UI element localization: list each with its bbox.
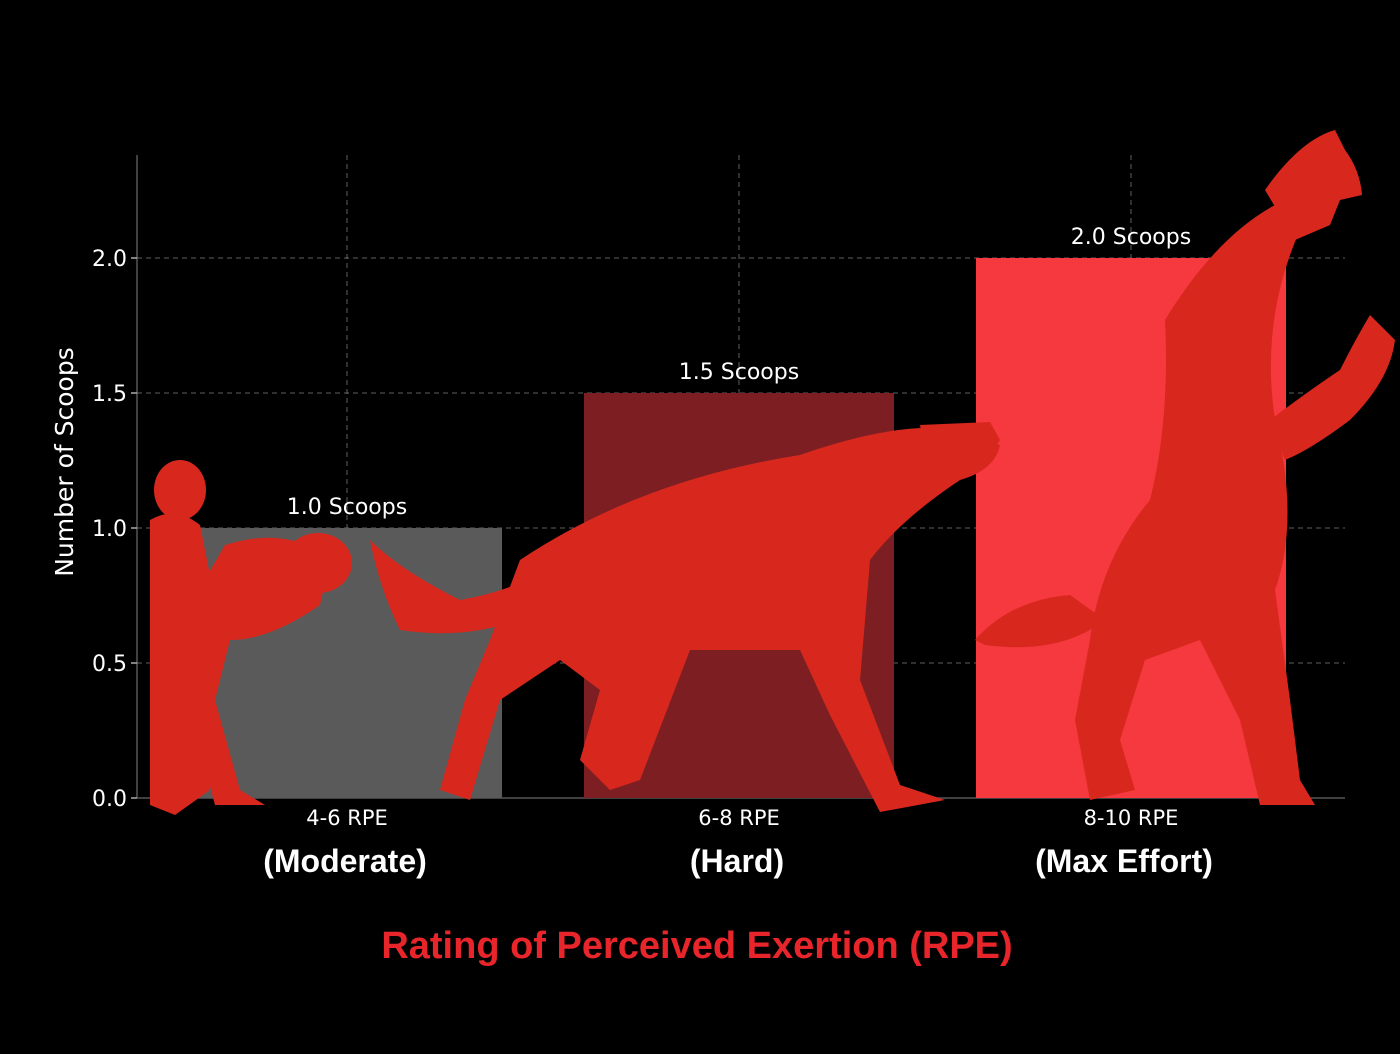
y-tick-label: 0.5 [92,652,127,677]
y-tick-label: 2.0 [92,247,127,272]
y-axis-title: Number of Scoops [50,347,79,577]
data-label: 1.0 Scoops [287,495,407,520]
x-tick-label: 8-10 RPE [1084,806,1179,830]
werewolf-figure-illustration [975,130,1395,805]
y-tick-label: 0.0 [92,787,127,812]
y-tick-label: 1.0 [92,517,127,542]
y-tick-label: 1.5 [92,382,127,407]
x-tick-label: 4-6 RPE [306,806,388,830]
category-subtitle: (Hard) [690,843,784,879]
category-subtitle: (Moderate) [263,843,427,879]
x-axis-title: Rating of Perceived Exertion (RPE) [381,925,1012,967]
x-tick-label: 6-8 RPE [698,806,780,830]
wolf-figure-illustration [370,422,1000,812]
label-layer: 0.0 0.5 1.0 1.5 2.0 1.0 Scoops 4-6 RPE (Moderat… [50,225,1213,967]
data-label: 1.5 Scoops [679,360,799,385]
data-label: 2.0 Scoops [1071,225,1191,250]
human-figure-illustration [150,460,352,815]
category-subtitle: (Max Effort) [1035,843,1213,879]
